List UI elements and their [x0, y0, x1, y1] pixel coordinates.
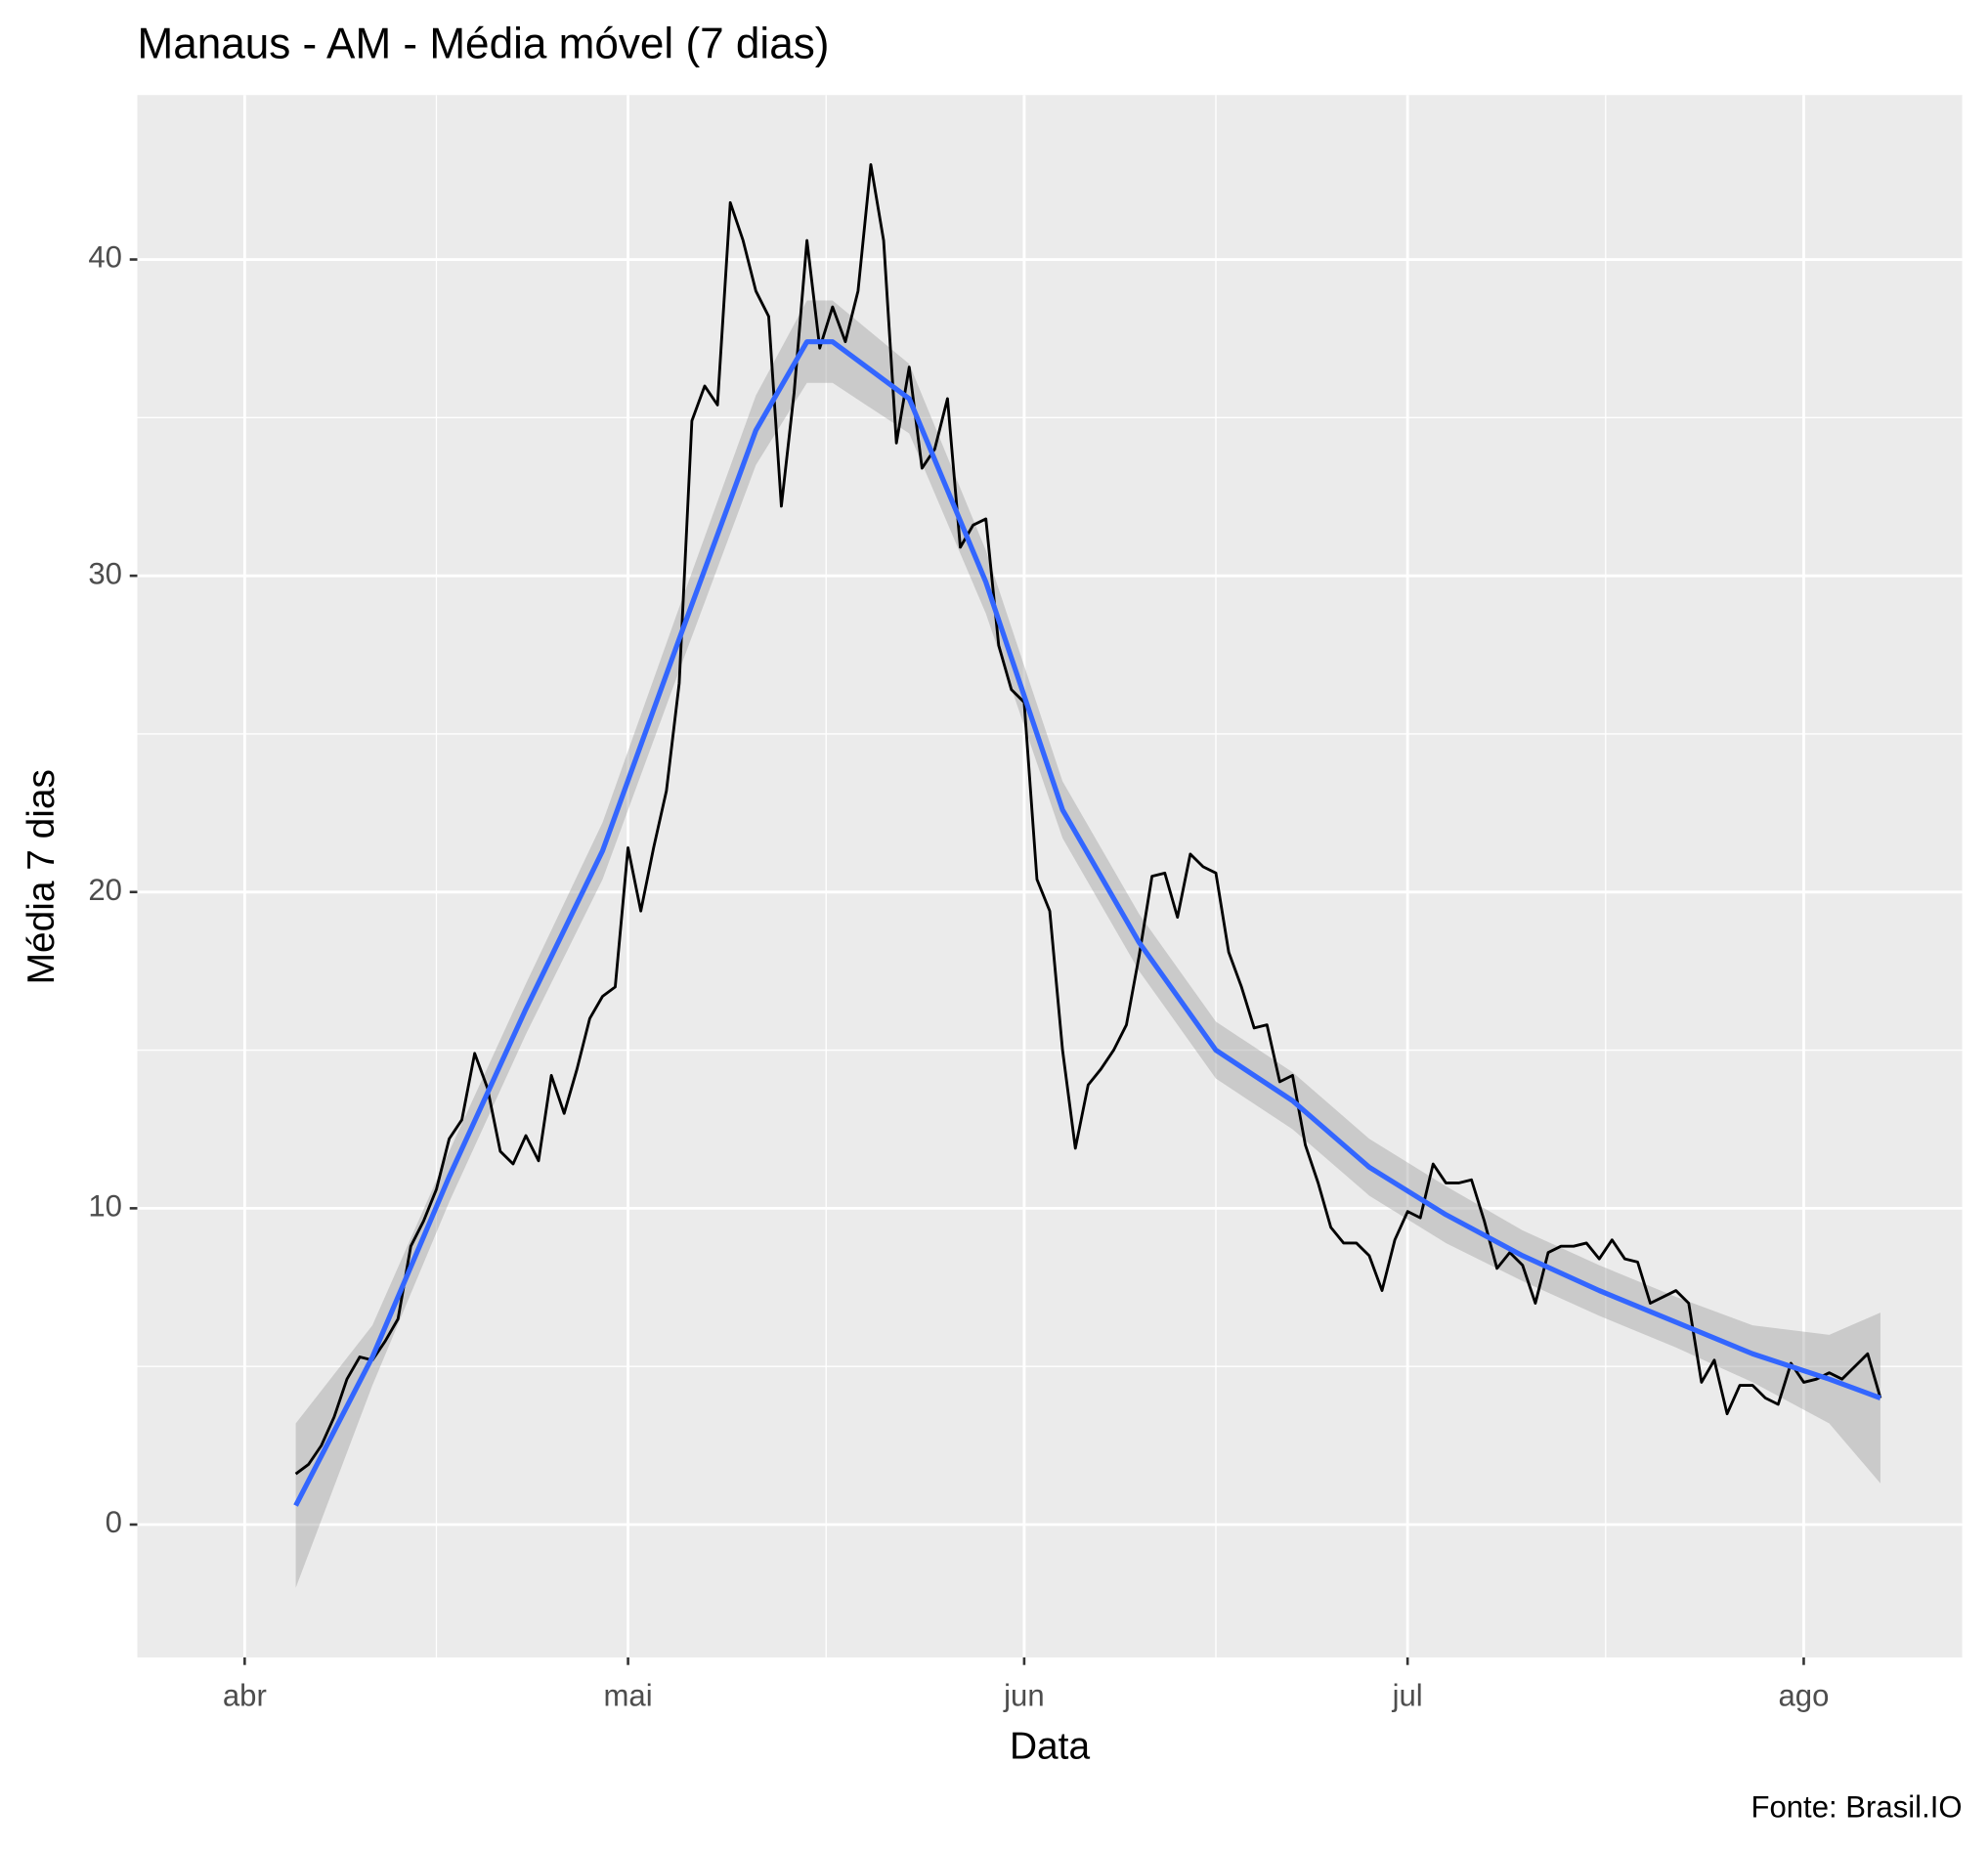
x-tick-label: abr [223, 1679, 267, 1713]
x-tick-label: ago [1779, 1679, 1830, 1713]
x-tick-label: mai [604, 1679, 653, 1713]
confidence-band [295, 300, 1880, 1588]
y-tick-label: 0 [106, 1505, 122, 1539]
y-tick-label: 10 [88, 1189, 122, 1224]
y-tick-label: 20 [88, 873, 122, 907]
x-tick-label: jun [1003, 1679, 1045, 1713]
y-tick-label: 30 [88, 556, 122, 590]
y-axis-title: Média 7 dias [21, 769, 63, 984]
smooth-line [293, 339, 1881, 1507]
panel [137, 95, 1963, 1657]
y-tick-label: 40 [88, 240, 122, 275]
data-line [294, 162, 1882, 1476]
x-axis-title: Data [1010, 1726, 1090, 1768]
x-tick-label: jul [1392, 1679, 1423, 1713]
chart-title: Manaus - AM - Média móvel (7 dias) [138, 21, 830, 68]
caption: Fonte: Brasil.IO [1750, 1790, 1962, 1825]
